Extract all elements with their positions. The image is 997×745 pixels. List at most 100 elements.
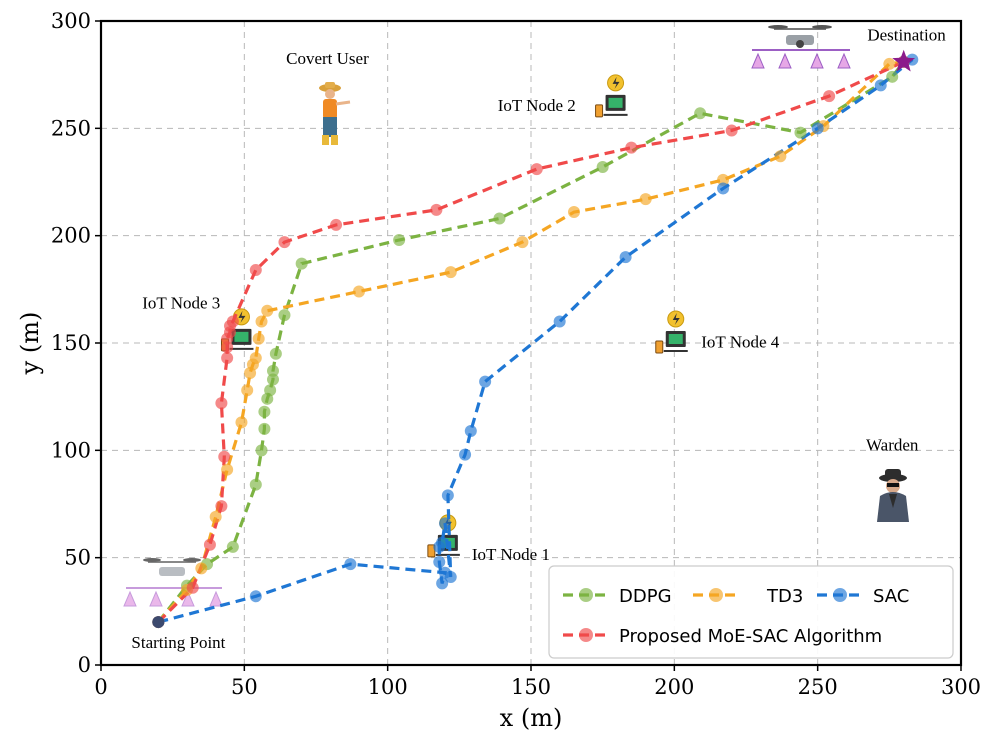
data-point	[218, 450, 231, 463]
data-point	[249, 590, 262, 603]
y-tick-label: 100	[51, 438, 91, 462]
covert-user-icon	[319, 82, 351, 145]
data-point	[441, 489, 454, 502]
legend-label: DDPG	[619, 586, 672, 607]
legend-marker	[579, 628, 593, 642]
data-point	[553, 315, 566, 328]
data-point	[774, 150, 787, 163]
data-point	[436, 536, 449, 549]
data-point	[430, 203, 443, 216]
y-tick-label: 0	[78, 653, 91, 677]
data-point	[295, 257, 308, 270]
data-point	[459, 448, 472, 461]
data-point	[874, 79, 887, 92]
y-tick-label: 50	[64, 546, 91, 570]
data-point	[439, 517, 451, 530]
legend-marker	[579, 588, 593, 602]
legend-marker	[833, 588, 847, 602]
data-point	[479, 375, 492, 388]
start-point-marker	[152, 616, 165, 629]
data-point	[596, 160, 609, 173]
series-line-3	[157, 60, 905, 624]
annotation-label: Warden	[866, 435, 919, 454]
legend-label: Proposed MoE-SAC Algorithm	[619, 626, 882, 647]
warden-icon	[877, 469, 909, 522]
data-point	[249, 478, 262, 491]
data-point	[215, 397, 228, 410]
data-point	[249, 264, 262, 277]
drone-start-icon	[123, 558, 223, 607]
data-point	[493, 212, 506, 225]
y-tick-label: 250	[51, 116, 91, 140]
data-point	[436, 577, 449, 590]
data-point	[255, 444, 268, 457]
y-tick-label: 150	[51, 331, 91, 355]
axis-ticks: 0 50 100 150 200 250 300 0 50 100 150 200 250 300	[51, 9, 981, 699]
data-point	[255, 315, 268, 328]
data-point	[433, 555, 446, 568]
y-axis-title: y (m)	[16, 312, 44, 376]
data-point	[823, 90, 836, 103]
data-point	[252, 332, 265, 345]
x-tick-label: 100	[368, 675, 408, 699]
annotation-label: IoT Node 4	[701, 332, 780, 351]
y-tick-label: 200	[51, 224, 91, 248]
annotation-label: Covert User	[286, 49, 369, 68]
annotation-label: IoT Node 3	[142, 294, 220, 313]
iot-node-2-icon	[595, 74, 628, 118]
data-point	[330, 218, 343, 231]
data-point	[269, 347, 282, 360]
legend-box	[548, 565, 954, 659]
data-point	[568, 206, 580, 219]
data-point	[226, 315, 239, 328]
data-point	[444, 570, 457, 583]
data-point	[639, 193, 652, 206]
data-point	[717, 173, 730, 186]
data-point	[221, 463, 234, 476]
data-point	[226, 540, 239, 553]
data-point	[241, 384, 254, 397]
data-point	[530, 163, 543, 176]
data-point	[235, 416, 248, 429]
data-point	[619, 251, 632, 264]
x-tick-label: 150	[511, 675, 551, 699]
data-point	[278, 309, 291, 322]
data-point	[353, 285, 365, 298]
series-line-0	[157, 60, 905, 624]
data-point	[221, 352, 234, 365]
data-point	[221, 341, 234, 354]
data-point	[258, 422, 271, 435]
illustrations	[123, 25, 909, 607]
data-point	[886, 70, 899, 83]
data-point	[811, 122, 824, 135]
series-points	[152, 53, 919, 629]
data-point	[203, 538, 216, 551]
legend-label: TD3	[766, 586, 803, 607]
legend-marker	[709, 588, 723, 602]
iot-node-4-icon	[655, 310, 688, 354]
annotation-label: IoT Node 2	[498, 96, 576, 115]
data-point	[278, 236, 291, 249]
x-tick-label: 300	[941, 675, 981, 699]
data-point	[516, 236, 529, 249]
annotations: Covert User IoT Node 2 IoT Node 3 IoT Node …	[131, 25, 946, 652]
data-point	[393, 233, 406, 246]
data-point	[625, 141, 638, 154]
data-point	[717, 182, 730, 195]
data-point	[261, 304, 274, 317]
data-point	[794, 126, 807, 139]
x-axis-title: x (m)	[500, 704, 563, 732]
annotation-label: Destination	[867, 25, 946, 44]
data-point	[215, 500, 228, 513]
x-tick-label: 250	[798, 675, 838, 699]
legend-label: SAC	[873, 586, 909, 607]
data-point	[444, 266, 457, 279]
iot-nodes	[220, 74, 688, 558]
x-tick-label: 200	[654, 675, 694, 699]
data-point	[258, 405, 271, 418]
data-point	[883, 57, 896, 70]
data-point	[264, 384, 277, 397]
destination-marker	[892, 49, 916, 72]
data-point	[267, 364, 279, 377]
